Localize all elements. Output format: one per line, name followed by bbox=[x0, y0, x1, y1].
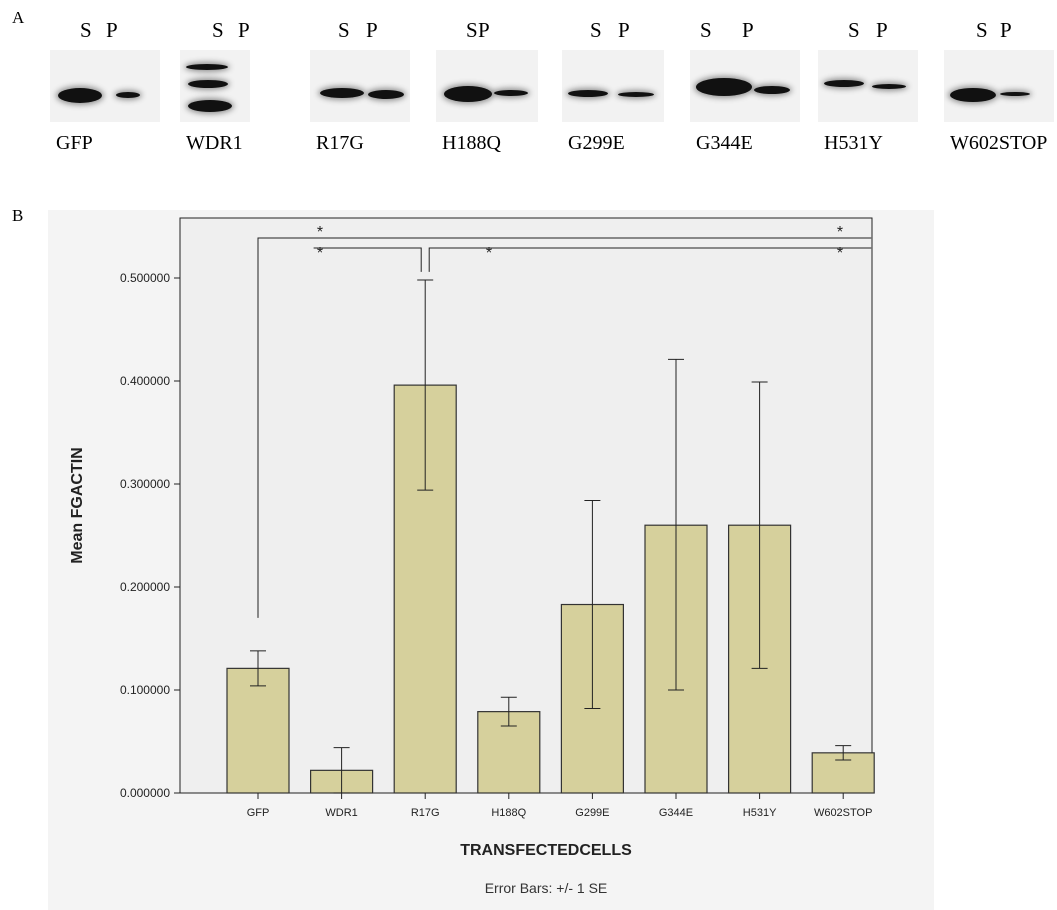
x-tick-label: H188Q bbox=[491, 807, 526, 819]
x-tick-label: W602STOP bbox=[814, 807, 873, 819]
blot-lane-label: WDR1 bbox=[186, 132, 243, 154]
supernatant-label: S bbox=[338, 18, 350, 42]
pellet-label: P bbox=[106, 18, 118, 42]
supernatant-label: S bbox=[80, 18, 92, 42]
protein-band bbox=[872, 84, 906, 89]
panel-b-letter: B bbox=[12, 206, 24, 225]
pellet-label: P bbox=[876, 18, 888, 42]
protein-band bbox=[188, 80, 228, 88]
y-tick-label: 0.300000 bbox=[120, 477, 170, 491]
supernatant-label: S bbox=[848, 18, 860, 42]
y-tick-label: 0.400000 bbox=[120, 374, 170, 388]
protein-band bbox=[754, 86, 790, 94]
y-axis-title: Mean FGACTIN bbox=[69, 447, 86, 563]
blot-image bbox=[818, 50, 918, 122]
protein-band bbox=[1000, 92, 1030, 96]
blot-image bbox=[180, 50, 250, 122]
significance-star: * bbox=[317, 224, 323, 241]
pellet-label: P bbox=[366, 18, 378, 42]
y-tick-label: 0.500000 bbox=[120, 271, 170, 285]
x-tick-label: G299E bbox=[575, 807, 609, 819]
blot-image bbox=[690, 50, 800, 122]
significance-bracket-r17g bbox=[428, 247, 872, 272]
blot-lane-label: W602STOP bbox=[950, 132, 1048, 154]
blot-lane-label: G344E bbox=[696, 132, 753, 154]
error-bars-footnote: Error Bars: +/- 1 SE bbox=[485, 880, 608, 896]
significance-bracket-wdr1 bbox=[313, 247, 422, 272]
blot-lane-label: R17G bbox=[316, 132, 364, 154]
blot-image bbox=[944, 50, 1054, 122]
significance-star: * bbox=[837, 224, 843, 241]
protein-band bbox=[444, 86, 492, 102]
significance-bracket-gfp bbox=[257, 237, 872, 618]
protein-band bbox=[58, 88, 102, 103]
protein-band bbox=[696, 78, 752, 96]
pellet-label: P bbox=[742, 18, 754, 42]
blot-image bbox=[50, 50, 160, 122]
blot-lane-label: H188Q bbox=[442, 132, 501, 154]
significance-star: * bbox=[486, 245, 492, 262]
blot-image bbox=[436, 50, 538, 122]
protein-band bbox=[186, 64, 228, 70]
pellet-label: P bbox=[478, 18, 490, 42]
protein-band bbox=[824, 80, 864, 87]
x-tick-label: H531Y bbox=[743, 807, 777, 819]
x-tick-label: WDR1 bbox=[325, 807, 357, 819]
protein-band bbox=[618, 92, 654, 97]
bar-chart: 0.000000 0.100000 0.200000 0.300000 0.400000… bbox=[48, 210, 934, 910]
pellet-label: P bbox=[1000, 18, 1012, 42]
protein-band bbox=[950, 88, 996, 102]
protein-band bbox=[368, 90, 404, 99]
x-axis-title: TRANSFECTEDCELLS bbox=[460, 842, 632, 859]
significance-star: * bbox=[317, 245, 323, 262]
panel-a-letter: A bbox=[12, 8, 25, 27]
y-tick-label: 0.000000 bbox=[120, 786, 170, 800]
supernatant-label: S bbox=[590, 18, 602, 42]
x-tick-label: R17G bbox=[411, 807, 440, 819]
bar-gfp bbox=[226, 667, 290, 794]
blot-image bbox=[310, 50, 410, 122]
blot-lane-label: GFP bbox=[56, 132, 93, 154]
protein-band bbox=[320, 88, 364, 98]
supernatant-label: S bbox=[976, 18, 988, 42]
protein-band bbox=[116, 92, 140, 98]
y-tick-label: 0.200000 bbox=[120, 580, 170, 594]
pellet-label: P bbox=[618, 18, 630, 42]
y-tick-label: 0.100000 bbox=[120, 683, 170, 697]
blot-lane-label: H531Y bbox=[824, 132, 883, 154]
x-tick-label: G344E bbox=[659, 807, 693, 819]
supernatant-label: S bbox=[212, 18, 224, 42]
blot-lane-label: G299E bbox=[568, 132, 625, 154]
protein-band bbox=[494, 90, 528, 96]
supernatant-label: S bbox=[700, 18, 712, 42]
protein-band bbox=[568, 90, 608, 97]
blot-image bbox=[562, 50, 664, 122]
supernatant-label: S bbox=[466, 18, 478, 42]
pellet-label: P bbox=[238, 18, 250, 42]
x-tick-label: GFP bbox=[247, 807, 270, 819]
significance-star: * bbox=[837, 245, 843, 262]
protein-band bbox=[188, 100, 232, 112]
